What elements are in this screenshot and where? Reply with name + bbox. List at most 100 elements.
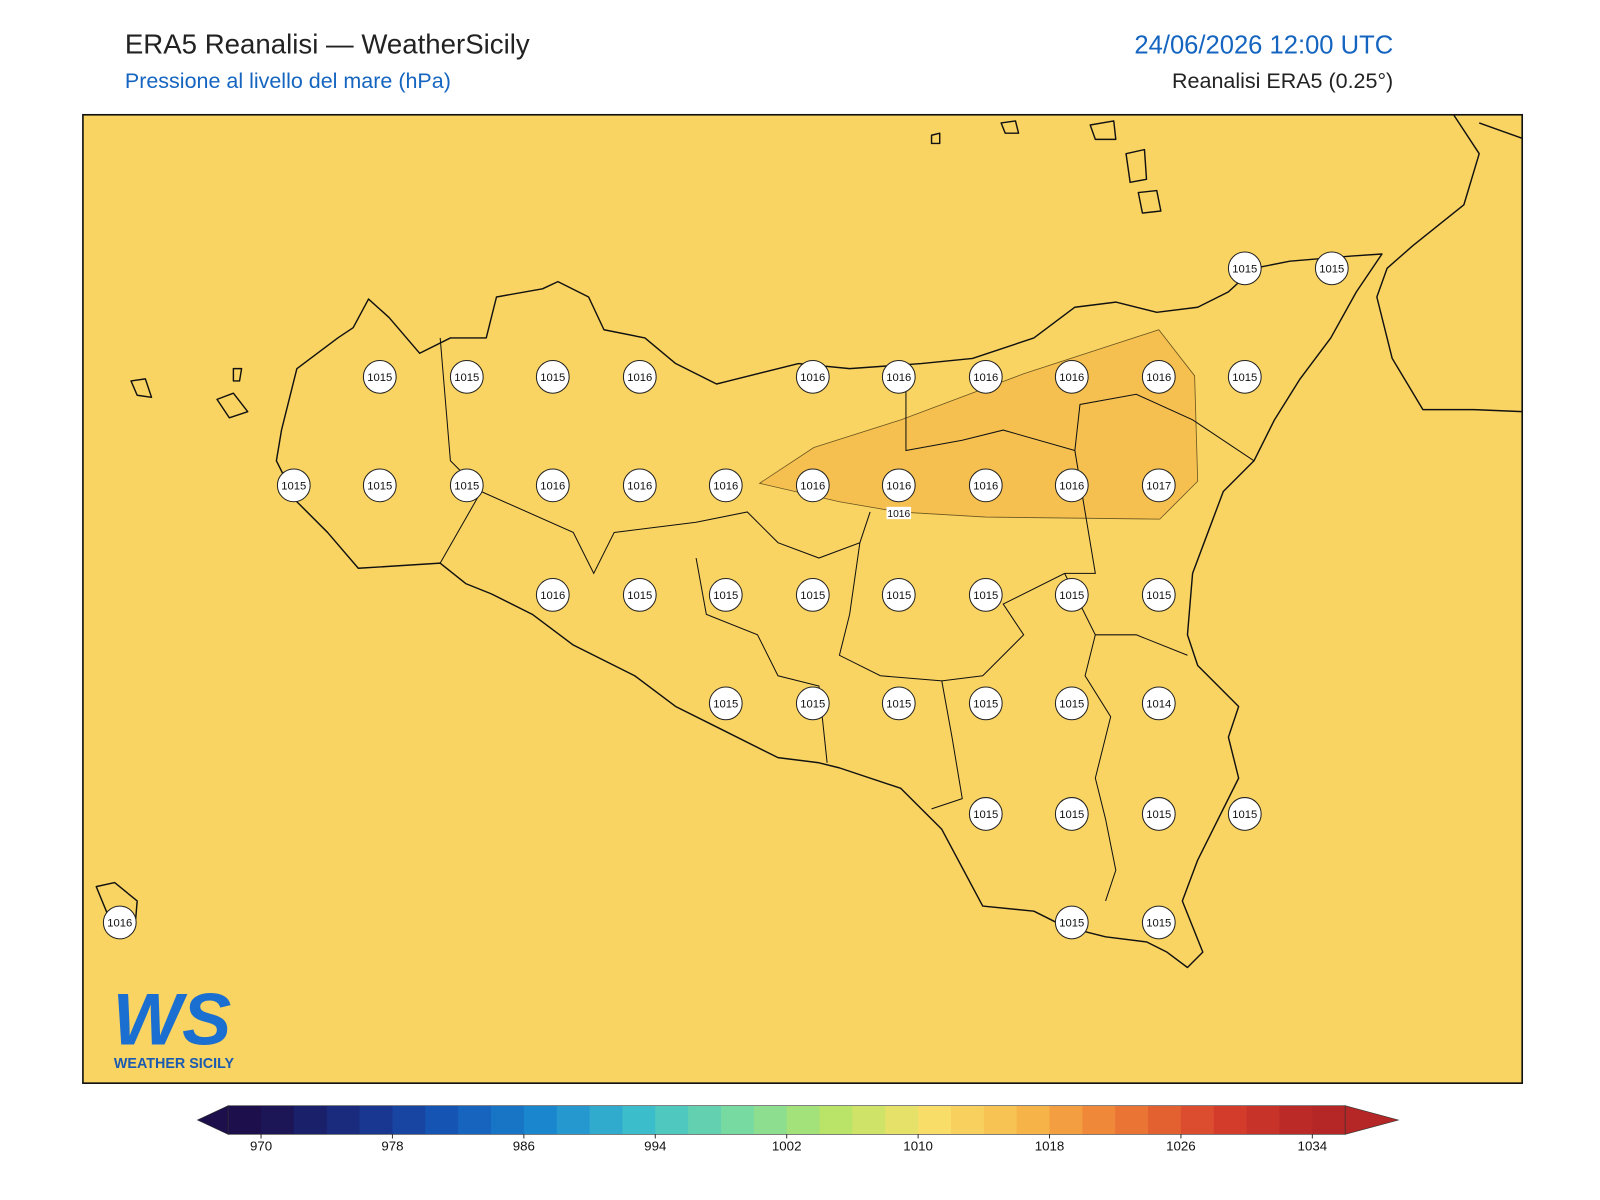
station-marker bbox=[795, 359, 830, 394]
station-value: 1016 bbox=[800, 372, 825, 384]
station-value: 1015 bbox=[973, 698, 998, 710]
station-value: 1016 bbox=[107, 918, 132, 930]
colorbar-segment bbox=[293, 1105, 328, 1135]
station-marker bbox=[276, 468, 311, 503]
station-value: 1015 bbox=[1232, 263, 1257, 275]
colorbar-segment bbox=[1016, 1105, 1051, 1135]
station-value: 1016 bbox=[540, 480, 565, 492]
station-marker bbox=[535, 468, 570, 503]
station-marker bbox=[881, 468, 916, 503]
station-value: 1017 bbox=[1146, 480, 1171, 492]
station-value: 1015 bbox=[800, 590, 825, 602]
colorbar-segment bbox=[1148, 1105, 1182, 1135]
station-value: 1016 bbox=[886, 480, 911, 492]
station-marker bbox=[1054, 468, 1089, 503]
logo-name: WEATHER SICILY bbox=[114, 1056, 235, 1072]
station-value: 1015 bbox=[800, 698, 825, 710]
colorbar-segment bbox=[1213, 1105, 1248, 1135]
station-marker bbox=[968, 468, 1003, 503]
colorbar-segment bbox=[1115, 1105, 1149, 1135]
colorbar-segment bbox=[852, 1105, 886, 1135]
station-marker bbox=[622, 577, 657, 612]
station-marker bbox=[1054, 686, 1089, 721]
colorbar-segment bbox=[261, 1105, 295, 1135]
station-value: 1015 bbox=[1059, 918, 1084, 930]
colorbar-segment bbox=[1246, 1105, 1281, 1135]
station-value: 1016 bbox=[540, 590, 565, 602]
station-value: 1016 bbox=[1059, 372, 1084, 384]
station-value: 1015 bbox=[367, 372, 392, 384]
station-marker bbox=[1141, 577, 1176, 612]
station-marker bbox=[968, 577, 1003, 612]
colorbar-segment bbox=[556, 1105, 591, 1135]
station-marker bbox=[1054, 905, 1089, 940]
logo-letters: WS bbox=[113, 977, 232, 1060]
station-value: 1015 bbox=[886, 698, 911, 710]
title: ERA5 Reanalisi — WeatherSicily bbox=[125, 28, 530, 59]
station-value: 1015 bbox=[1319, 263, 1344, 275]
station-value: 1015 bbox=[627, 590, 652, 602]
colorbar-segment bbox=[918, 1105, 952, 1135]
colorbar-segment bbox=[983, 1105, 1018, 1135]
colorbar-segment bbox=[786, 1105, 821, 1135]
colorbar-extend-high bbox=[1344, 1105, 1400, 1135]
station-marker bbox=[708, 468, 743, 503]
colorbar-tick-label: 970 bbox=[250, 1139, 272, 1154]
station-marker bbox=[708, 686, 743, 721]
colorbar-segment bbox=[1049, 1105, 1083, 1135]
colorbar-segment bbox=[622, 1105, 656, 1135]
station-marker bbox=[968, 797, 1003, 831]
station-marker bbox=[795, 686, 830, 721]
station-value: 1015 bbox=[973, 590, 998, 602]
colorbar-segment bbox=[720, 1105, 755, 1135]
station-value: 1016 bbox=[1059, 480, 1084, 492]
station-marker bbox=[708, 577, 743, 612]
colorbar: 970 978 986 994 1002 1010 1018 1026 1034 bbox=[196, 1105, 1400, 1154]
station-value: 1015 bbox=[454, 372, 479, 384]
station-marker bbox=[449, 359, 484, 394]
colorbar-segment bbox=[1082, 1105, 1116, 1135]
colorbar-tick-label: 978 bbox=[381, 1139, 403, 1154]
station-marker bbox=[968, 686, 1003, 721]
colorbar-tick-label: 994 bbox=[644, 1139, 666, 1154]
station-value: 1015 bbox=[973, 809, 998, 821]
station-value: 1016 bbox=[1146, 372, 1171, 384]
station-value: 1015 bbox=[1059, 809, 1084, 821]
station-value: 1015 bbox=[1059, 590, 1084, 602]
stations: 1015 1015 1015 1015 1015 1016 1016 1016 1016 1016… bbox=[102, 251, 1349, 940]
station-marker bbox=[622, 468, 657, 503]
station-marker bbox=[362, 468, 397, 503]
colorbar-segment bbox=[589, 1105, 623, 1135]
subtitle: Pressione al livello del mare (hPa) bbox=[125, 69, 451, 93]
station-marker bbox=[795, 468, 830, 503]
station-value: 1014 bbox=[1146, 698, 1171, 710]
station-value: 1015 bbox=[1146, 809, 1171, 821]
station-marker bbox=[449, 468, 484, 503]
station-marker bbox=[1141, 905, 1176, 940]
station-marker bbox=[968, 359, 1003, 394]
station-value: 1015 bbox=[367, 480, 392, 492]
colorbar-segment bbox=[819, 1105, 853, 1135]
station-marker bbox=[1141, 686, 1176, 721]
station-value: 1015 bbox=[1146, 590, 1171, 602]
station-value: 1015 bbox=[713, 590, 738, 602]
station-value: 1015 bbox=[1232, 372, 1257, 384]
datetime: 24/06/2026 12:00 UTC bbox=[1134, 31, 1393, 59]
station-value: 1015 bbox=[1146, 918, 1171, 930]
station-marker bbox=[1054, 797, 1089, 831]
station-marker bbox=[535, 359, 570, 394]
colorbar-segment bbox=[1312, 1105, 1346, 1135]
station-value: 1015 bbox=[454, 480, 479, 492]
station-value: 1015 bbox=[540, 372, 565, 384]
station-marker bbox=[881, 577, 916, 612]
station-value: 1015 bbox=[1232, 809, 1257, 821]
station-marker bbox=[1314, 251, 1349, 286]
station-marker bbox=[1054, 577, 1089, 612]
station-marker bbox=[535, 577, 570, 612]
colorbar-extend-low bbox=[196, 1105, 229, 1135]
colorbar-segment bbox=[753, 1105, 788, 1135]
colorbar-tick-label: 1034 bbox=[1298, 1139, 1328, 1154]
colorbar-segment bbox=[458, 1105, 492, 1135]
